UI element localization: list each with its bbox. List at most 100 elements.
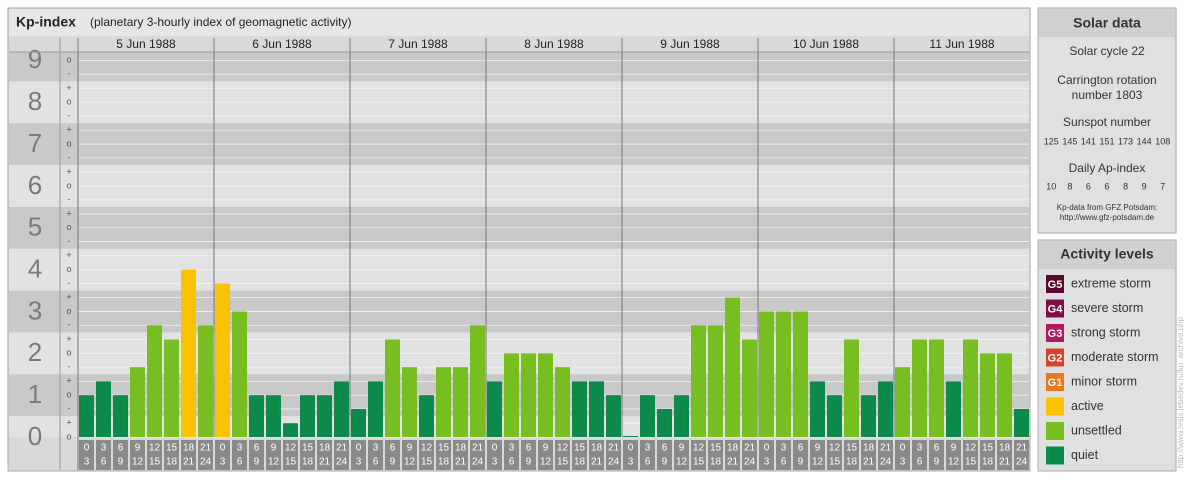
hour-label: 6 [118,443,124,454]
hour-label: 9 [390,457,396,468]
bar [776,311,791,437]
hour-box [266,440,281,470]
hour-box [555,440,570,470]
hour-label: 21 [183,457,195,468]
minor-tick-label: + [66,83,71,93]
hour-label: 21 [863,457,875,468]
hour-label: 6 [781,457,787,468]
solar-value: 8 [1123,181,1128,191]
bar [810,381,825,437]
hour-label: 18 [863,443,875,454]
hour-box [487,440,502,470]
minor-tick-label: - [68,403,71,413]
bar [555,367,570,437]
solar-value: 145 [1062,136,1077,146]
hour-label: 6 [390,443,396,454]
hour-label: 12 [404,457,416,468]
hour-label: 6 [254,443,260,454]
hour-box [164,440,179,470]
day-label: 7 Jun 1988 [388,37,448,51]
minor-tick-label: o [66,348,71,358]
bar [963,339,978,437]
band [9,52,1029,82]
hour-box [725,440,740,470]
minor-tick-label: o [66,306,71,316]
solar-value: 151 [1099,136,1114,146]
hour-label: 21 [999,457,1011,468]
minor-tick-label: - [68,236,71,246]
bar [538,353,553,437]
hour-label: 24 [472,457,484,468]
hour-box [147,440,162,470]
hour-label: 3 [628,457,634,468]
credit: http://www.gfz-potsdam.de [1060,213,1155,222]
hour-box [946,440,961,470]
minor-tick-label: - [68,194,71,204]
hour-label: 18 [591,443,603,454]
hour-label: 6 [509,457,515,468]
hour-label: 12 [812,457,824,468]
bar [759,311,774,437]
bar [79,395,94,437]
solar-value: 7 [1160,181,1165,191]
hour-box [436,440,451,470]
hour-box [606,440,621,470]
hour-box [198,440,213,470]
bar [504,353,519,437]
hour-label: 3 [492,457,498,468]
hour-box [589,440,604,470]
y-tick-label: 8 [28,86,42,116]
hour-label: 9 [679,443,685,454]
hour-label: 12 [693,443,705,454]
minor-tick-label: + [66,418,71,428]
bar [351,408,366,437]
bar [895,367,910,437]
hour-box [980,440,995,470]
hour-box [674,440,689,470]
solar-value: 125 [1044,136,1059,146]
legend-badge: G5 [1048,279,1063,291]
hour-label: 6 [101,457,107,468]
legend-swatch [1046,422,1064,440]
hour-box [419,440,434,470]
hour-box [623,440,638,470]
hour-label: 18 [846,457,858,468]
minor-tick-label: - [68,110,71,120]
hour-label: 21 [200,443,212,454]
hour-label: 3 [900,457,906,468]
hour-label: 3 [509,443,515,454]
hour-label: 12 [948,457,960,468]
legend-label: minor storm [1071,374,1137,388]
hour-label: 21 [336,443,348,454]
solar-value: 141 [1081,136,1096,146]
hour-box [572,440,587,470]
hour-box [232,440,247,470]
legend-badge: G2 [1048,352,1063,364]
solar-value: 6 [1086,181,1091,191]
minor-tick-label: + [66,125,71,135]
hour-box [402,440,417,470]
bar [912,339,927,437]
hour-label: 3 [101,443,107,454]
hour-label: 21 [319,457,331,468]
hour-label: 21 [591,457,603,468]
hour-label: 6 [526,443,532,454]
bar [130,367,145,437]
hour-label: 18 [710,457,722,468]
hour-label: 3 [917,443,923,454]
bar [572,381,587,437]
hour-label: 18 [302,457,314,468]
bar [402,367,417,437]
hour-label: 24 [336,457,348,468]
hour-label: 18 [982,457,994,468]
hour-label: 12 [421,443,433,454]
hour-label: 15 [846,443,858,454]
bar [997,353,1012,437]
hour-label: 9 [815,443,821,454]
y-tick-label: 2 [28,337,42,367]
hour-label: 12 [149,443,161,454]
hour-label: 9 [271,443,277,454]
hour-box [640,440,655,470]
minor-tick-label: + [66,166,71,176]
bar [640,395,655,437]
